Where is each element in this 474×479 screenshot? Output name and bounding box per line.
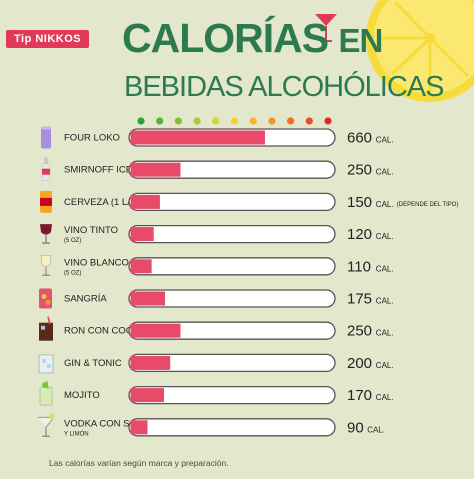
bar (130, 420, 148, 435)
category-label: VINO TINTO (64, 225, 118, 236)
red-wine-glass-icon (40, 224, 52, 244)
bar-track (128, 385, 336, 405)
unit-label: CAL. (376, 136, 394, 145)
bar (130, 355, 171, 370)
unit-label: CAL. (376, 361, 394, 370)
unit-label: CAL. (376, 329, 394, 338)
scale-dot (212, 117, 220, 125)
category-label: VINO BLANCO (64, 257, 129, 268)
chart-row: VINO TINTO (5 OZ) 120 CAL. (40, 224, 394, 244)
value-label: 660 (347, 130, 372, 147)
scale-dot (268, 117, 276, 125)
rum-coke-glass-icon (39, 316, 53, 341)
value-label: 175 (347, 291, 372, 308)
value-label: 250 (347, 162, 372, 179)
category-label: FOUR LOKO (64, 133, 120, 144)
category-label: VODKA CON SODA (64, 418, 151, 429)
scale-dot (305, 117, 313, 125)
category-sublabel: (5 OZ) (64, 270, 81, 276)
category-label: GIN & TONIC (64, 358, 122, 369)
category-sublabel: Y LIMÓN (64, 430, 89, 437)
bar-track (128, 192, 336, 212)
scale-dot (249, 117, 257, 125)
beer-can-icon (40, 190, 52, 213)
category-label: MOJITO (64, 390, 100, 401)
chart-row: RON CON COCA 250 CAL. (39, 316, 394, 341)
chart-row: CERVEZA (1 LATA) 150 CAL. (DEPENDE DEL TIPO… (40, 190, 459, 213)
scale-dot (156, 117, 164, 125)
category-label: SANGRÍA (64, 294, 107, 305)
value-label: 120 (347, 226, 372, 243)
scale-dot (324, 117, 332, 125)
category-label: RON CON COCA (64, 326, 140, 337)
bar (130, 388, 165, 403)
title-line-2: BEBIDAS ALCOHÓLICAS (124, 71, 444, 103)
bar (130, 130, 265, 145)
unit-label: CAL. (376, 264, 394, 273)
sangria-pitcher-icon (39, 288, 52, 309)
chart-row: SMIRNOFF ICE 250 CAL. (41, 157, 394, 181)
smirnoff-bottle-icon (41, 157, 51, 181)
gin-tonic-glass-icon (38, 354, 54, 374)
scale-dot (193, 117, 201, 125)
unit-label: CAL. (376, 232, 394, 241)
value-note: (DEPENDE DEL TIPO) (397, 202, 459, 208)
unit-label: CAL. (367, 425, 385, 434)
value-label: 250 (347, 323, 372, 340)
unit-label: CAL. (376, 200, 394, 209)
footnote: Las calorías varían según marca y prepar… (49, 458, 229, 468)
category-sublabel: (5 OZ) (64, 238, 81, 244)
chart-row: SANGRÍA 175 CAL. (39, 288, 394, 309)
bar (130, 259, 152, 274)
scale-dot (137, 117, 145, 125)
unit-label: CAL. (376, 168, 394, 177)
bar (130, 162, 181, 177)
chart-row: MOJITO 170 CAL. (39, 381, 394, 406)
bar-track (128, 289, 336, 308)
value-label: 170 (347, 387, 372, 404)
chart-row: GIN & TONIC 200 CAL. (38, 353, 394, 374)
bar (130, 194, 160, 209)
title-suffix: EN (338, 22, 384, 59)
value-label: 200 (347, 355, 372, 372)
scale-dot (230, 117, 239, 125)
value-label: 150 (347, 194, 372, 211)
category-label: CERVEZA (1 LATA) (64, 197, 147, 208)
chart-row: VINO BLANCO (5 OZ) 110 CAL. (40, 255, 394, 276)
chart-row: FOUR LOKO 660 CAL. (41, 126, 394, 149)
bar-track (128, 353, 336, 373)
bar (130, 291, 166, 306)
martini-glass-icon (38, 413, 55, 437)
title-word: CALORÍAS (122, 15, 329, 61)
bar-track (128, 257, 336, 276)
value-label: 90 (347, 419, 364, 436)
bar (130, 227, 154, 242)
unit-label: CAL. (376, 297, 394, 306)
white-wine-glass-icon (40, 255, 52, 276)
title-line-1: CALORÍAS EN (122, 14, 384, 65)
unit-label: CAL. (376, 393, 394, 402)
category-label: SMIRNOFF ICE (64, 165, 132, 176)
bar (130, 323, 181, 338)
mojito-glass-icon (39, 381, 53, 406)
four-loko-can-icon (41, 126, 51, 149)
value-label: 110 (347, 258, 371, 275)
scale-dot (287, 117, 295, 125)
bar-track (128, 418, 336, 437)
bar-track (128, 224, 336, 244)
brand-logo: Tip NIKKOS (6, 30, 90, 48)
scale-dot (174, 117, 182, 125)
